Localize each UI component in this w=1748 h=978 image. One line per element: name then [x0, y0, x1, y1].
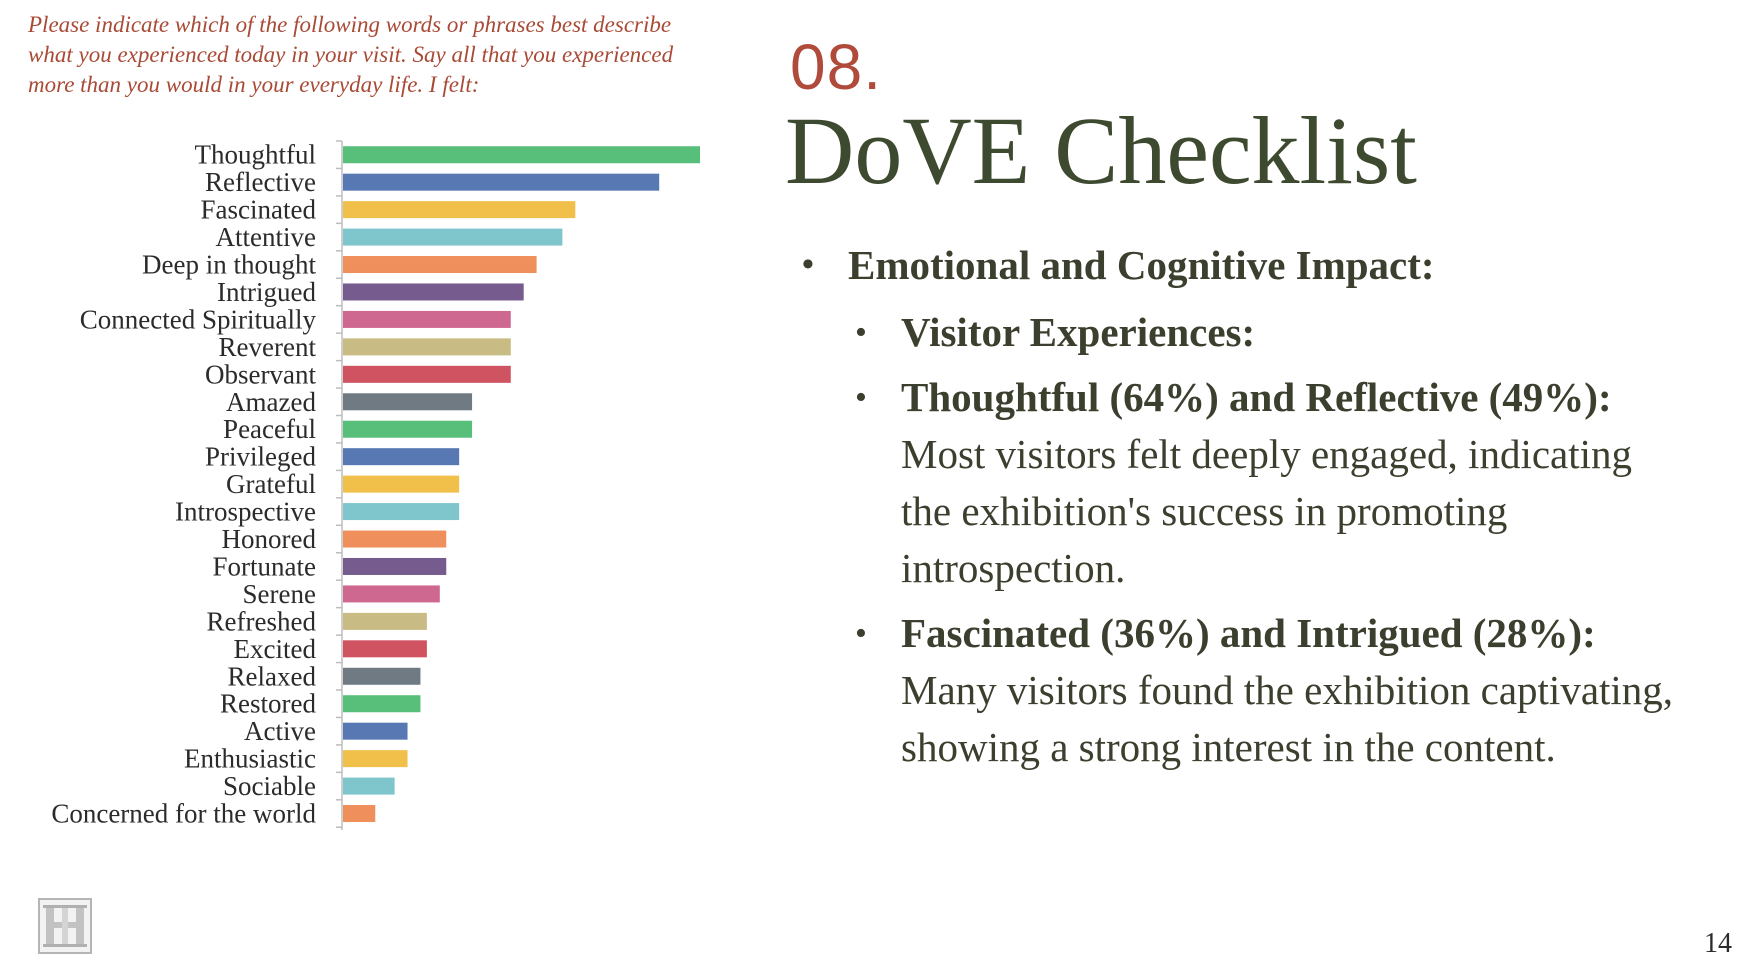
category-label: Serene	[243, 579, 316, 609]
bar	[343, 640, 427, 658]
bullet-sub-visitor-experiences: • Visitor Experiences:	[855, 304, 1690, 361]
category-label: Exhilarated	[192, 826, 317, 830]
bar	[343, 256, 537, 274]
category-label: Reverent	[219, 332, 317, 362]
category-label: Observant	[205, 359, 316, 389]
bar	[343, 201, 576, 219]
bullet-list: • Emotional and Cognitive Impact: • Visi…	[790, 240, 1690, 784]
bullet-dot-icon: •	[855, 379, 867, 416]
bar	[343, 557, 447, 575]
bullet-sub2-heading: Thoughtful (64%) and Reflective (49%):	[901, 374, 1612, 420]
slide-title: DoVE Checklist	[785, 97, 1417, 204]
bar	[343, 530, 447, 548]
category-label: Connected Spiritually	[80, 304, 317, 334]
bar	[343, 365, 511, 383]
bullet-sub2-body: Most visitors felt deeply engaged, indic…	[901, 431, 1633, 591]
category-label: Restored	[220, 689, 316, 719]
category-label: Excited	[234, 634, 317, 664]
page-number: 14	[1704, 928, 1732, 959]
category-label: Deep in thought	[142, 250, 316, 280]
category-label: Grateful	[226, 469, 316, 499]
bullet-sub3-heading: Fascinated (36%) and Intrigued (28%):	[901, 610, 1596, 656]
category-label: Sociable	[223, 771, 316, 801]
institution-logo-icon	[38, 898, 92, 954]
bar	[343, 503, 460, 521]
category-label: Fascinated	[201, 195, 317, 225]
bar	[343, 283, 524, 301]
category-label: Thoughtful	[195, 140, 317, 170]
bar	[343, 420, 473, 438]
bar	[343, 228, 563, 246]
bullet-sub3-body: Many visitors found the exhibition capti…	[901, 667, 1674, 770]
bar	[343, 667, 421, 685]
bullet-dot-icon: •	[802, 246, 814, 283]
bar	[343, 695, 421, 713]
bar	[343, 475, 460, 493]
bar	[343, 585, 440, 603]
bullet-dot-icon: •	[855, 615, 867, 652]
bar	[343, 750, 408, 768]
category-label: Enthusiastic	[184, 744, 316, 774]
bullet-sub-fascinated-intrigued: • Fascinated (36%) and Intrigued (28%): …	[855, 605, 1690, 776]
bar	[343, 777, 395, 795]
bar	[343, 448, 460, 466]
bar	[343, 310, 511, 328]
bar	[343, 722, 408, 740]
bar	[343, 393, 473, 411]
category-label: Reflective	[205, 167, 316, 197]
category-label: Active	[244, 716, 316, 746]
category-label: Privileged	[205, 442, 316, 472]
bar	[343, 805, 376, 823]
bullet-sub1-heading: Visitor Experiences:	[901, 309, 1256, 355]
bar	[343, 146, 700, 164]
bullet-main-text: Emotional and Cognitive Impact:	[848, 242, 1435, 288]
bar-chart: ThoughtfulReflectiveFascinatedAttentiveD…	[51, 140, 700, 830]
section-number: 08.	[790, 31, 882, 103]
bullet-dot-icon: •	[855, 314, 867, 351]
bar	[343, 338, 511, 356]
bullet-sub-thoughtful-reflective: • Thoughtful (64%) and Reflective (49%):…	[855, 369, 1690, 597]
category-label: Fortunate	[213, 551, 316, 581]
bar	[343, 612, 427, 630]
category-label: Concerned for the world	[51, 799, 316, 829]
category-label: Introspective	[175, 497, 316, 527]
category-label: Refreshed	[207, 606, 317, 636]
category-label: Amazed	[226, 387, 316, 417]
bullet-main: • Emotional and Cognitive Impact:	[790, 240, 1690, 290]
survey-question: Please indicate which of the following w…	[28, 12, 674, 97]
category-label: Relaxed	[228, 661, 317, 691]
bar	[343, 173, 660, 191]
category-label: Peaceful	[223, 414, 316, 444]
category-label: Honored	[222, 524, 317, 554]
category-label: Intrigued	[217, 277, 316, 307]
category-label: Attentive	[216, 222, 316, 252]
